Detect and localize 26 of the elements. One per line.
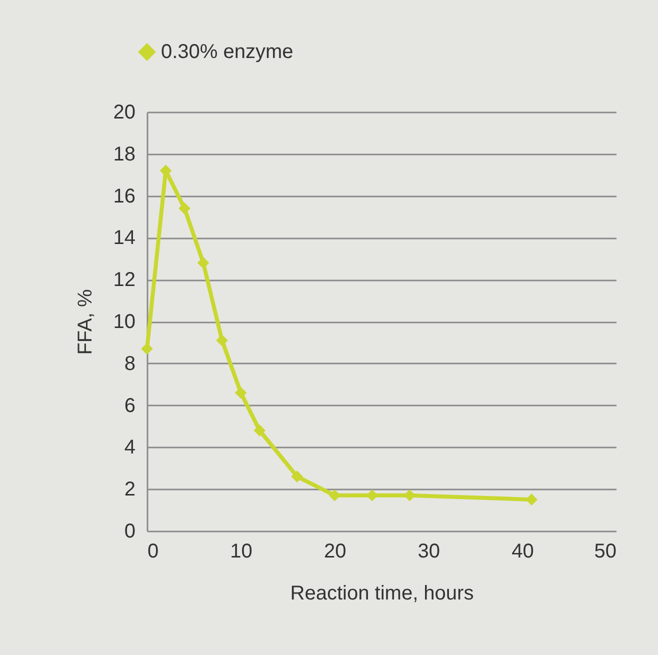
y-tick-label: 8 [124,352,136,375]
point [254,424,266,436]
y-tick-label: 2 [124,478,136,501]
y-tick-label: 18 [113,143,136,166]
y-tick-label: 4 [124,436,136,459]
point [197,256,210,269]
y-tick-label: 14 [113,227,136,250]
x-tick-label: 10 [230,540,252,562]
x-axis-title: Reaction time, hours [290,582,474,604]
legend-label: 0.30% enzyme [161,41,294,63]
point [216,334,228,346]
x-tick-label: 20 [324,540,346,562]
point [234,386,247,399]
x-tick-label: 0 [148,540,159,562]
x-tick-label: 50 [594,540,616,562]
y-tick-label: 10 [113,311,136,333]
y-tick-label: 16 [113,185,136,208]
y-tick-label: 20 [113,102,136,124]
y-tick-label: 6 [124,394,136,417]
x-tick-label: 30 [418,540,440,562]
x-tick-label: 40 [512,540,534,562]
y-tick-label: 0 [124,520,136,542]
point [291,470,303,482]
y-axis-title: FFA, % [74,289,96,355]
y-tick-label: 12 [113,269,136,292]
point [178,202,190,214]
